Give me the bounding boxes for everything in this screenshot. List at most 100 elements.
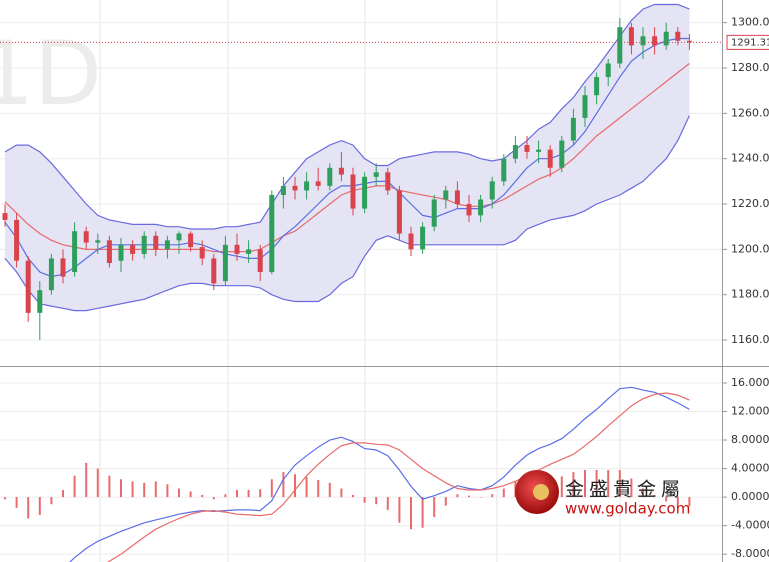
macd-line: [107, 392, 690, 562]
candle-body: [640, 36, 646, 46]
histogram-bar: [178, 488, 180, 498]
brand-name: 金盛貴金屬: [565, 479, 685, 501]
bollinger-band-fill: [5, 4, 690, 311]
macd-line: [69, 386, 690, 562]
indicator-line: [4, 115, 690, 312]
candle-body: [2, 213, 8, 220]
candle-body: [628, 27, 634, 46]
candle-body: [617, 27, 623, 64]
candle-body: [292, 185, 298, 191]
candle-body: [257, 249, 263, 273]
y-tick-label: -8.0000: [731, 547, 769, 560]
candle-body: [466, 204, 472, 216]
candle-body: [72, 231, 78, 273]
histogram-bar: [15, 497, 18, 508]
histogram-bar: [444, 497, 447, 506]
histogram-bar: [131, 481, 134, 498]
candle-body: [454, 190, 460, 205]
candle-body: [141, 235, 147, 254]
y-tick-label: 0.0000: [731, 490, 769, 503]
candle-body: [95, 240, 101, 243]
histogram-bar: [328, 482, 331, 498]
candle-body: [605, 63, 611, 78]
y-tick-label: 1300.00: [731, 16, 769, 29]
candle-body: [559, 140, 565, 168]
logo: 金盛貴金屬 www.golday.com: [515, 470, 690, 518]
interval-watermark: 1D: [0, 22, 102, 125]
histogram-bar: [352, 494, 354, 498]
candle-body: [373, 172, 379, 177]
candle-body: [431, 199, 437, 227]
histogram-bar: [50, 497, 53, 505]
candle-body: [594, 77, 600, 96]
y-tick-label: 1200.00: [731, 242, 769, 255]
candle-body: [164, 240, 170, 250]
histogram-bar: [363, 497, 366, 503]
candle-body: [512, 145, 518, 159]
candle-body: [304, 181, 310, 191]
candle-body: [48, 258, 54, 291]
candle-body: [420, 226, 426, 250]
histogram-bar: [270, 479, 273, 498]
histogram-bar: [584, 469, 586, 498]
histogram-bar: [120, 479, 122, 498]
candle-body: [153, 235, 159, 250]
histogram-bar: [410, 497, 412, 530]
candle-body: [547, 149, 553, 168]
indicator-line: [4, 37, 690, 278]
candle-body: [652, 36, 658, 46]
candle-body: [396, 190, 402, 234]
histogram-bar: [375, 497, 378, 505]
candle-body: [280, 185, 286, 195]
y-tick-label: 8.0000: [731, 433, 769, 446]
candle-body: [176, 233, 182, 241]
histogram-bar: [468, 495, 470, 498]
candle-body: [234, 244, 240, 254]
candle-body: [315, 181, 321, 186]
candle-body: [362, 176, 368, 209]
y-tick-label: 1260.00: [731, 106, 769, 119]
histogram-bar: [607, 469, 610, 498]
histogram-bar: [317, 479, 320, 498]
y-tick-label: 1240.00: [731, 152, 769, 165]
logo-coin: [533, 484, 549, 500]
candle-body: [443, 190, 449, 200]
candle-body: [478, 199, 484, 216]
histogram-bar: [282, 472, 285, 498]
histogram-bar: [340, 488, 343, 498]
candle-body: [222, 244, 228, 282]
histogram-bar: [212, 497, 215, 500]
candle-body: [211, 258, 217, 284]
candle-body: [188, 233, 194, 248]
histogram-bar: [236, 489, 238, 498]
candle-body: [663, 31, 669, 46]
candle-body: [83, 231, 89, 243]
histogram-bar: [73, 475, 76, 498]
histogram-bar: [421, 497, 424, 528]
histogram-bar: [618, 469, 621, 498]
histogram-bar: [96, 468, 99, 498]
histogram-bar: [294, 474, 296, 498]
last-price-box: [726, 34, 769, 50]
price-plot: [2, 3, 692, 341]
candle-body: [14, 219, 20, 261]
candle-body: [338, 167, 344, 175]
histogram-bar: [143, 482, 146, 498]
histogram-bar: [491, 494, 494, 498]
indicator-line: [4, 3, 690, 230]
candle-body: [327, 167, 333, 186]
candle-body: [408, 233, 414, 250]
histogram-bar: [259, 489, 262, 498]
histogram-bar: [224, 494, 227, 498]
last-price-label: 1291.31: [731, 37, 769, 48]
histogram-bar: [108, 475, 111, 498]
brand-url: www.golday.com: [565, 500, 690, 518]
histogram-bar: [247, 489, 250, 498]
histogram-bar: [27, 497, 30, 519]
candle-body: [37, 290, 43, 313]
candle-body: [118, 244, 124, 261]
candle-body: [199, 247, 205, 259]
candle-body: [350, 174, 356, 209]
